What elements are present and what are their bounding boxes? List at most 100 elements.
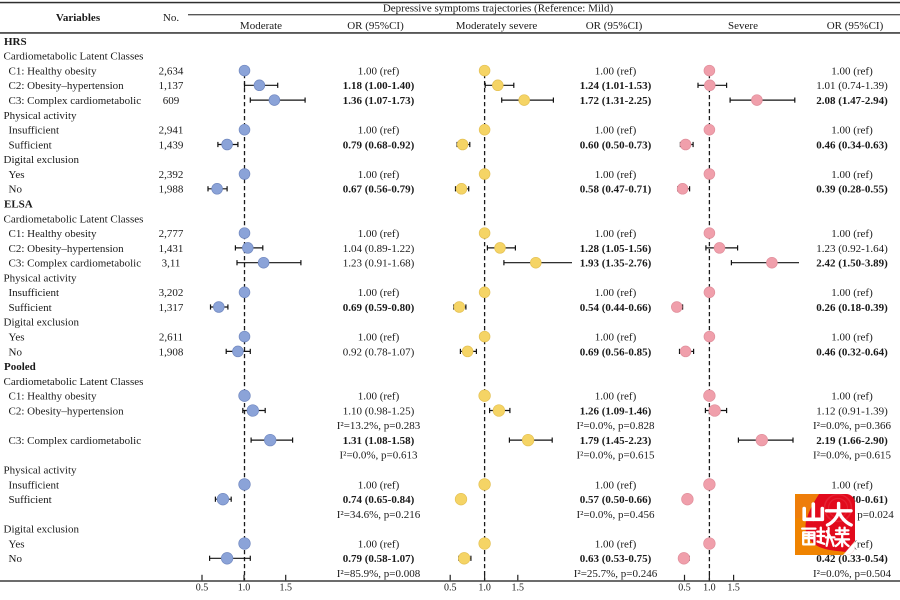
svg-text:0.74 (0.65-0.84): 0.74 (0.65-0.84) — [343, 494, 415, 506]
svg-text:1.79 (1.45-2.23): 1.79 (1.45-2.23) — [580, 435, 652, 447]
svg-text:1.24 (1.01-1.53): 1.24 (1.01-1.53) — [580, 80, 652, 92]
svg-text:1.00 (ref): 1.00 (ref) — [831, 332, 873, 344]
svg-text:0.54 (0.44-0.66): 0.54 (0.44-0.66) — [580, 302, 652, 314]
svg-text:OR (95%CI): OR (95%CI) — [827, 20, 884, 32]
svg-text:3,11: 3,11 — [162, 258, 181, 270]
svg-text:Moderate: Moderate — [240, 20, 282, 32]
svg-text:0.42 (0.33-0.54): 0.42 (0.33-0.54) — [816, 553, 888, 565]
svg-text:1.5: 1.5 — [512, 583, 525, 594]
svg-text:1.00 (ref): 1.00 (ref) — [358, 391, 400, 403]
svg-text:1.00 (ref): 1.00 (ref) — [595, 66, 637, 78]
svg-text:2,392: 2,392 — [159, 169, 184, 181]
svg-text:1.28 (1.05-1.56): 1.28 (1.05-1.56) — [580, 243, 652, 255]
svg-text:No: No — [9, 346, 23, 358]
svg-text:1.36 (1.07-1.73): 1.36 (1.07-1.73) — [343, 95, 415, 107]
svg-text:1.04 (0.89-1.22): 1.04 (0.89-1.22) — [343, 243, 415, 255]
svg-text:0.39 (0.28-0.55): 0.39 (0.28-0.55) — [816, 184, 888, 196]
svg-text:C2: Obesity–hypertension: C2: Obesity–hypertension — [9, 80, 125, 92]
svg-text:1.00 (ref): 1.00 (ref) — [358, 66, 400, 78]
svg-text:I²=0.0%, p=0.615: I²=0.0%, p=0.615 — [813, 450, 892, 462]
svg-text:I²=0.0%, p=0.456: I²=0.0%, p=0.456 — [576, 509, 655, 521]
svg-text:Variables: Variables — [56, 12, 101, 24]
svg-text:Sufficient: Sufficient — [9, 302, 52, 314]
svg-text:2.08 (1.47-2.94): 2.08 (1.47-2.94) — [816, 95, 888, 107]
svg-text:I²=0.0%, p=0.366: I²=0.0%, p=0.366 — [813, 420, 892, 432]
svg-text:0.46 (0.32-0.64): 0.46 (0.32-0.64) — [816, 346, 888, 358]
svg-text:Insufficient: Insufficient — [9, 287, 60, 299]
svg-text:0.58 (0.47-0.71): 0.58 (0.47-0.71) — [580, 184, 652, 196]
svg-text:1,988: 1,988 — [159, 184, 184, 196]
svg-text:1.00 (ref): 1.00 (ref) — [358, 538, 400, 550]
svg-text:Physical activity: Physical activity — [4, 110, 78, 122]
svg-text:C2: Obesity–hypertension: C2: Obesity–hypertension — [9, 243, 125, 255]
svg-text:2,777: 2,777 — [159, 228, 184, 240]
svg-text:0.60 (0.50-0.73): 0.60 (0.50-0.73) — [580, 139, 652, 151]
svg-text:I²=13.2%, p=0.283: I²=13.2%, p=0.283 — [337, 420, 421, 432]
svg-text:1.00 (ref): 1.00 (ref) — [595, 538, 637, 550]
svg-text:I²=0.0%, p=0.615: I²=0.0%, p=0.615 — [576, 450, 655, 462]
svg-text:1.00 (ref): 1.00 (ref) — [595, 287, 637, 299]
svg-text:I²=25.7%, p=0.246: I²=25.7%, p=0.246 — [574, 568, 658, 580]
svg-text:Physical activity: Physical activity — [4, 272, 78, 284]
svg-text:Yes: Yes — [9, 332, 25, 344]
svg-text:1.00 (ref): 1.00 (ref) — [831, 66, 873, 78]
svg-text:2,611: 2,611 — [159, 332, 183, 344]
svg-text:1.31 (1.08-1.58): 1.31 (1.08-1.58) — [343, 435, 415, 447]
svg-text:3,202: 3,202 — [159, 287, 184, 299]
svg-text:0.46 (0.34-0.63): 0.46 (0.34-0.63) — [816, 139, 888, 151]
svg-text:1.00 (ref): 1.00 (ref) — [831, 479, 873, 491]
svg-text:Depressive symptoms trajectori: Depressive symptoms trajectories (Refere… — [383, 3, 614, 15]
svg-text:1.00 (ref): 1.00 (ref) — [831, 169, 873, 181]
svg-text:OR (95%CI): OR (95%CI) — [347, 20, 404, 32]
svg-text:I²=85.9%, p=0.008: I²=85.9%, p=0.008 — [337, 568, 421, 580]
svg-text:Yes: Yes — [9, 538, 25, 550]
svg-text:C3: Complex cardiometabolic: C3: Complex cardiometabolic — [9, 95, 142, 107]
svg-text:2.19 (1.66-2.90): 2.19 (1.66-2.90) — [816, 435, 888, 447]
svg-text:Cardiometabolic Latent Classes: Cardiometabolic Latent Classes — [4, 51, 144, 63]
svg-text:2,634: 2,634 — [159, 66, 184, 78]
svg-text:1.26 (1.09-1.46): 1.26 (1.09-1.46) — [580, 405, 652, 417]
svg-text:1,317: 1,317 — [159, 302, 184, 314]
svg-text:1.00 (ref): 1.00 (ref) — [595, 169, 637, 181]
svg-text:1,439: 1,439 — [159, 139, 184, 151]
svg-text:HRS: HRS — [4, 36, 27, 48]
svg-text:Sufficient: Sufficient — [9, 494, 52, 506]
svg-text:1,137: 1,137 — [159, 80, 184, 92]
svg-text:1.5: 1.5 — [279, 583, 292, 594]
svg-text:1.0: 1.0 — [703, 583, 716, 594]
svg-text:1.00 (ref): 1.00 (ref) — [831, 125, 873, 137]
svg-text:1.01 (0.74-1.39): 1.01 (0.74-1.39) — [816, 80, 888, 92]
svg-text:Sufficient: Sufficient — [9, 139, 52, 151]
svg-text:1.00 (ref): 1.00 (ref) — [595, 228, 637, 240]
svg-text:1.0: 1.0 — [238, 583, 251, 594]
svg-text:609: 609 — [163, 95, 180, 107]
svg-text:1.72 (1.31-2.25): 1.72 (1.31-2.25) — [580, 95, 652, 107]
svg-text:1.10 (0.98-1.25): 1.10 (0.98-1.25) — [343, 405, 415, 417]
svg-text:2.42 (1.50-3.89): 2.42 (1.50-3.89) — [816, 258, 888, 270]
svg-text:1.00 (ref): 1.00 (ref) — [358, 125, 400, 137]
svg-text:Moderately severe: Moderately severe — [456, 20, 538, 32]
svg-text:1.00 (ref): 1.00 (ref) — [831, 287, 873, 299]
svg-text:0.57 (0.50-0.66): 0.57 (0.50-0.66) — [580, 494, 652, 506]
svg-text:1.00 (ref): 1.00 (ref) — [595, 479, 637, 491]
svg-text:0.67 (0.56-0.79): 0.67 (0.56-0.79) — [343, 184, 415, 196]
svg-text:0.79 (0.58-1.07): 0.79 (0.58-1.07) — [343, 553, 415, 565]
svg-text:1.00 (ref): 1.00 (ref) — [831, 391, 873, 403]
svg-text:1.18 (1.00-1.40): 1.18 (1.00-1.40) — [343, 80, 415, 92]
svg-text:Severe: Severe — [728, 20, 758, 32]
svg-text:Insufficient: Insufficient — [9, 125, 60, 137]
svg-text:1,431: 1,431 — [159, 243, 184, 255]
svg-text:1.0: 1.0 — [478, 583, 491, 594]
svg-text:1.23 (0.91-1.68): 1.23 (0.91-1.68) — [343, 258, 415, 270]
svg-text:I²=0.0%, p=0.828: I²=0.0%, p=0.828 — [576, 420, 655, 432]
svg-text:1.93 (1.35-2.76): 1.93 (1.35-2.76) — [580, 258, 652, 270]
svg-text:C2: Obesity–hypertension: C2: Obesity–hypertension — [9, 405, 125, 417]
svg-text:1.00 (ref): 1.00 (ref) — [358, 479, 400, 491]
svg-text:1.23 (0.92-1.64): 1.23 (0.92-1.64) — [816, 243, 888, 255]
svg-text:No.: No. — [163, 12, 179, 24]
svg-text:Digital exclusion: Digital exclusion — [4, 154, 80, 166]
svg-text:0.69 (0.56-0.85): 0.69 (0.56-0.85) — [580, 346, 652, 358]
svg-text:0.69 (0.59-0.80): 0.69 (0.59-0.80) — [343, 302, 415, 314]
svg-text:0.63 (0.53-0.75): 0.63 (0.53-0.75) — [580, 553, 652, 565]
svg-text:I²=34.6%, p=0.216: I²=34.6%, p=0.216 — [337, 509, 421, 521]
